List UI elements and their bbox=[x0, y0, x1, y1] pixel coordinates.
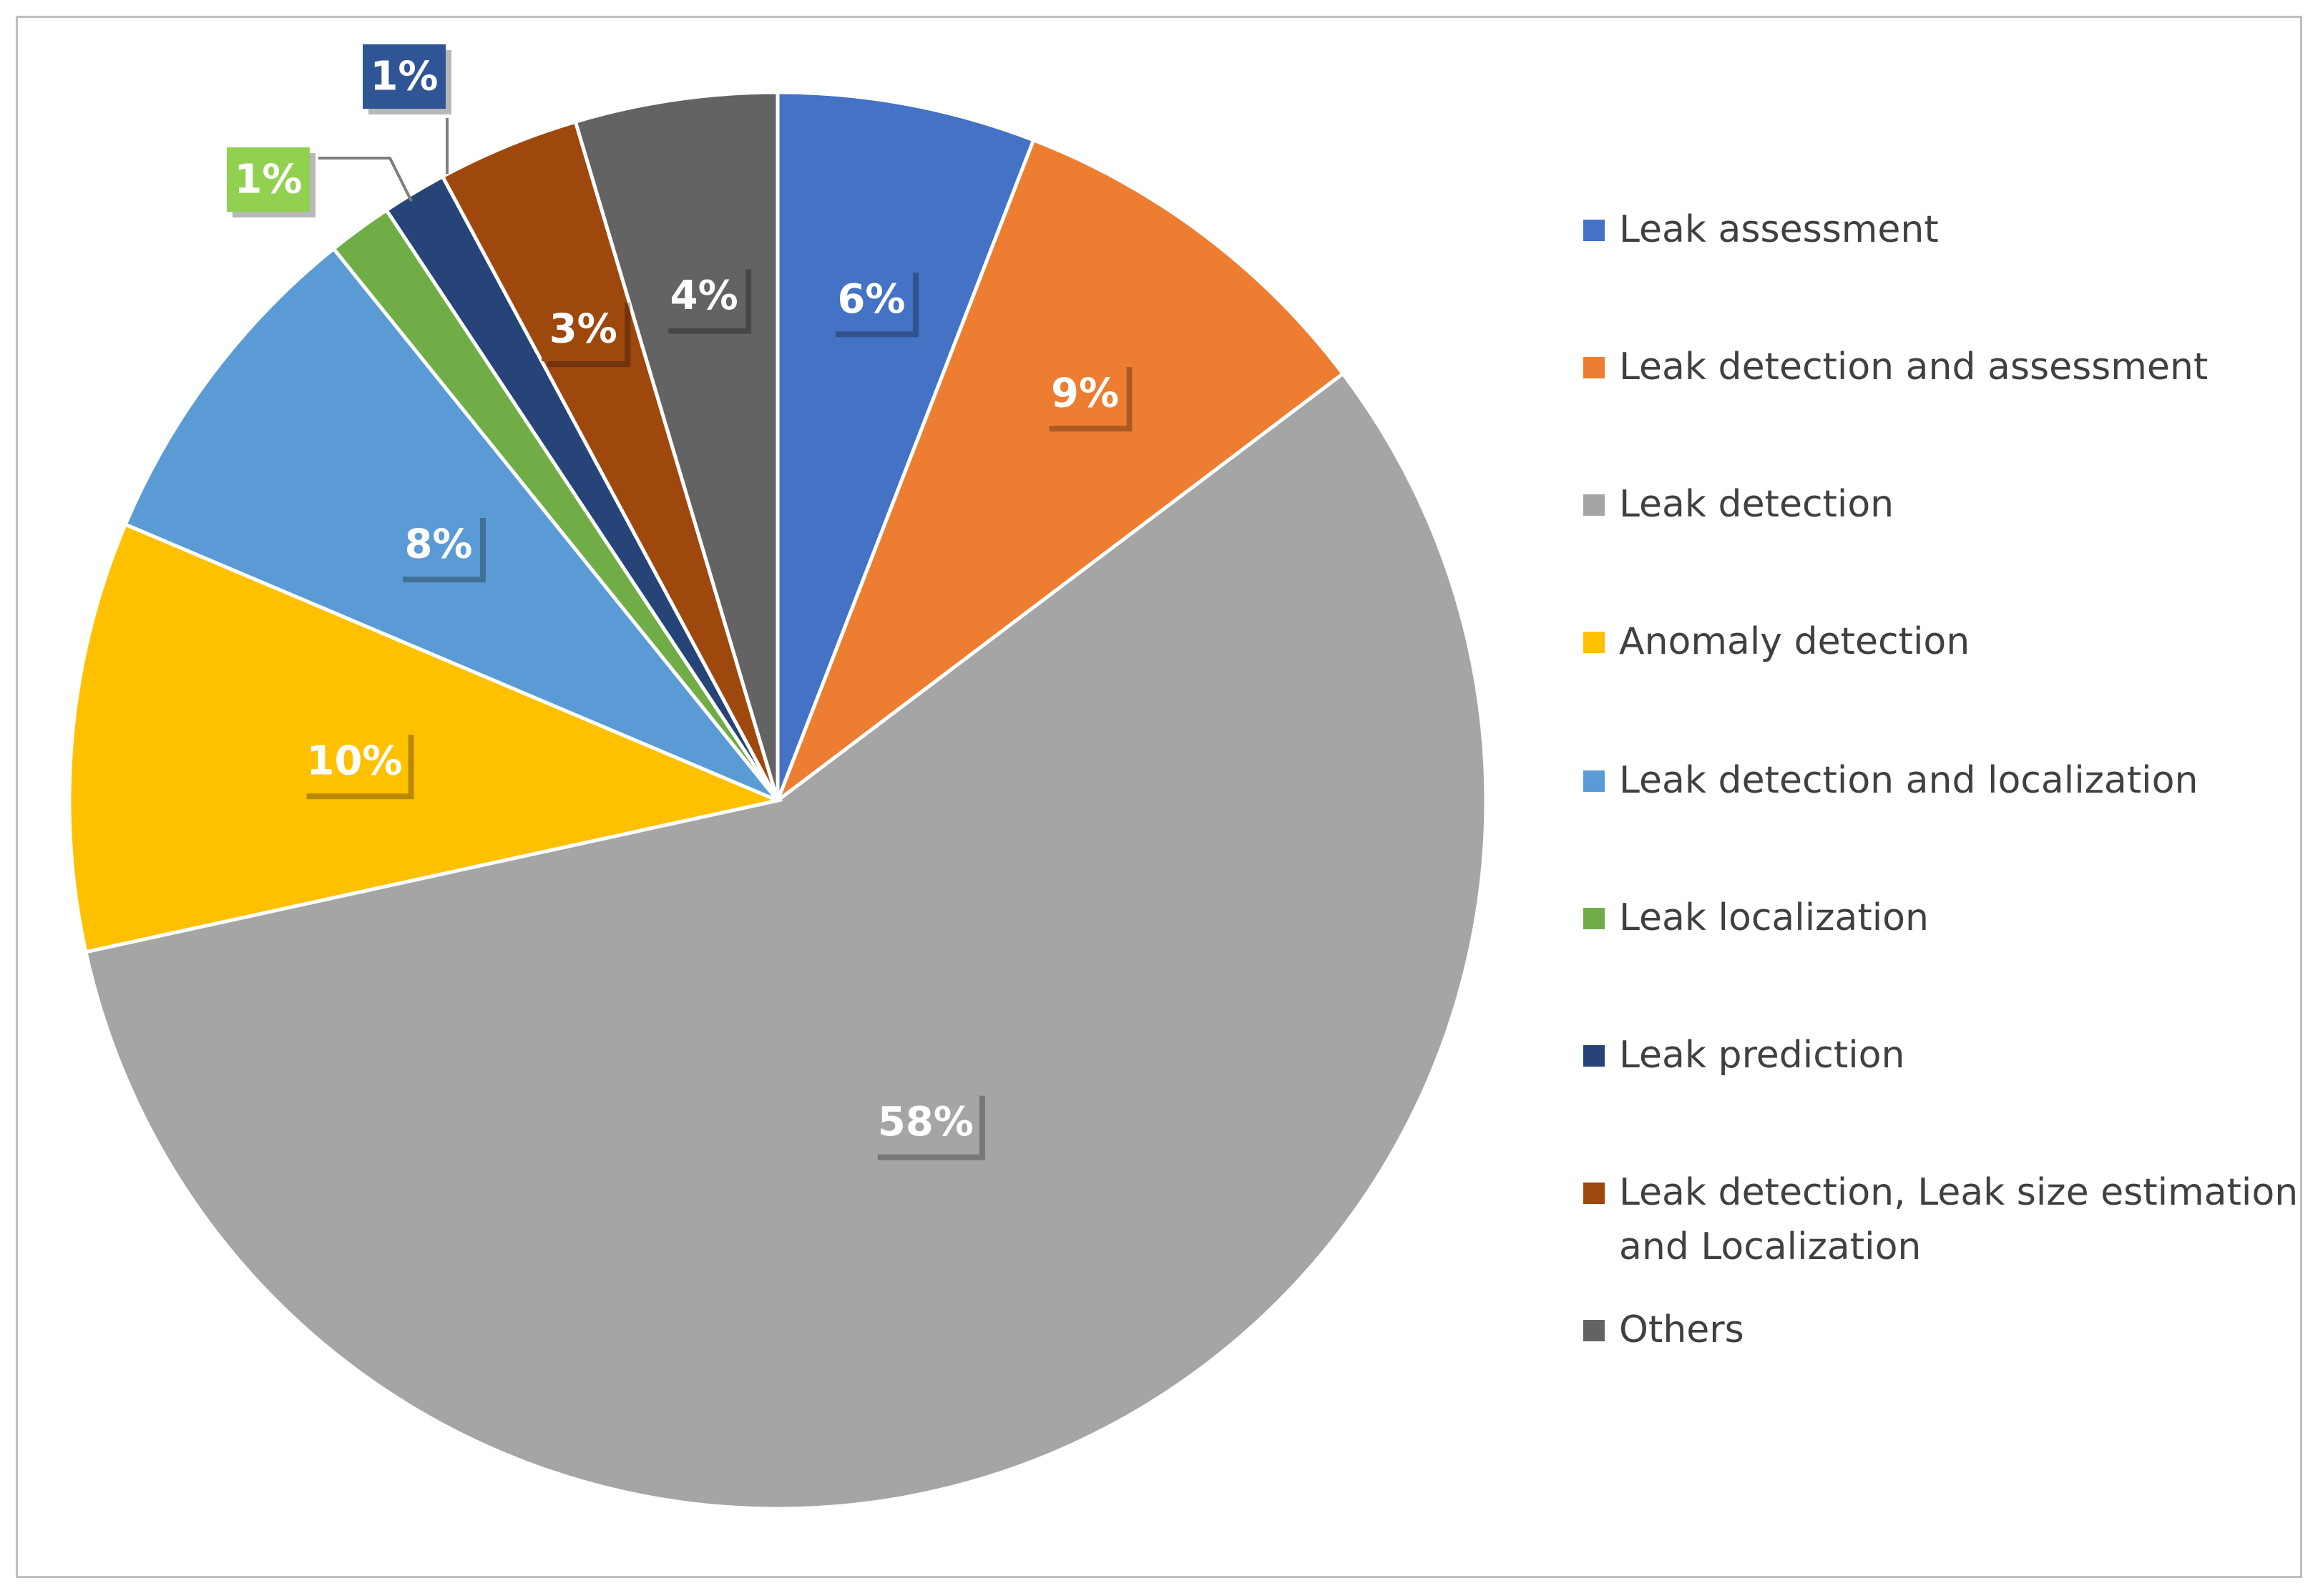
legend-swatch bbox=[1583, 770, 1605, 792]
data-label-box-3 bbox=[300, 729, 409, 794]
pie-slice-anomaly-detection[interactable] bbox=[67, 522, 784, 954]
data-label-1: 9% bbox=[1043, 361, 1133, 432]
data-label-box-0 bbox=[829, 267, 913, 332]
data-labels: 6% 9% 58% 10% 8% 1% 1% 3% 4% bbox=[227, 44, 1133, 1160]
pie-slice-leak-detection-and-assessment[interactable] bbox=[773, 137, 1346, 806]
legend-swatch bbox=[1583, 1320, 1605, 1341]
legend-label: Others bbox=[1619, 1308, 1744, 1351]
pie-slices bbox=[67, 90, 1488, 1511]
legend-label: Leak detection bbox=[1619, 483, 1894, 526]
chart-frame: 6% 9% 58% 10% 8% 1% 1% 3% 4% Leak assessment Leak… bbox=[16, 16, 2302, 1578]
data-label-text-6: 1% bbox=[370, 54, 438, 100]
data-label-box-5 bbox=[227, 147, 310, 212]
data-label-4: 8% bbox=[396, 512, 486, 583]
data-label-box-6 bbox=[363, 44, 446, 109]
legend-swatch bbox=[1583, 220, 1605, 241]
data-label-text-8: 4% bbox=[670, 273, 738, 319]
pie-slice-leak-detection[interactable] bbox=[83, 371, 1488, 1511]
data-label-text-3: 10% bbox=[307, 738, 403, 785]
legend-swatch bbox=[1583, 357, 1605, 378]
leader-lines bbox=[318, 118, 449, 202]
legend-label: Leak detection and assessment bbox=[1619, 346, 2209, 388]
data-label-text-5: 1% bbox=[234, 157, 302, 203]
legend-label: Leak detection, Leak size estimation and… bbox=[1619, 1171, 2299, 1268]
data-label-3: 10% bbox=[300, 729, 414, 800]
leader-line-5 bbox=[318, 157, 413, 202]
data-label-text-7: 3% bbox=[549, 306, 617, 353]
data-label-text-4: 8% bbox=[404, 522, 472, 568]
data-label-box-1 bbox=[1043, 361, 1127, 426]
data-label-text-1: 9% bbox=[1051, 371, 1119, 417]
legend-label: Leak detection and localization bbox=[1619, 759, 2199, 802]
data-label-5: 1% bbox=[227, 147, 316, 217]
legend-swatch bbox=[1583, 632, 1605, 653]
legend-swatch bbox=[1583, 908, 1605, 929]
data-label-box-8 bbox=[662, 263, 746, 328]
data-label-6: 1% bbox=[363, 44, 451, 114]
data-label-text-0: 6% bbox=[837, 276, 905, 323]
pie-chart: 6% 9% 58% 10% 8% 1% 1% 3% 4% bbox=[67, 44, 1488, 1511]
data-label-0: 6% bbox=[829, 267, 919, 338]
data-label-2: 58% bbox=[871, 1090, 985, 1160]
legend-swatch bbox=[1583, 1045, 1605, 1067]
data-label-box-2 bbox=[871, 1090, 979, 1155]
legend-label: Anomaly detection bbox=[1619, 620, 1970, 663]
data-label-box-4 bbox=[396, 512, 480, 577]
legend-swatch bbox=[1583, 1183, 1605, 1204]
data-label-text-2: 58% bbox=[878, 1099, 974, 1145]
legend-label: Leak prediction bbox=[1619, 1034, 1905, 1077]
data-label-box-7 bbox=[542, 297, 625, 362]
legend-label: Leak assessment bbox=[1619, 208, 1939, 251]
data-label-8: 4% bbox=[662, 263, 752, 334]
data-label-7: 3% bbox=[542, 297, 631, 368]
legend-label: Leak localization bbox=[1619, 896, 1929, 939]
legend-swatch bbox=[1583, 494, 1605, 516]
